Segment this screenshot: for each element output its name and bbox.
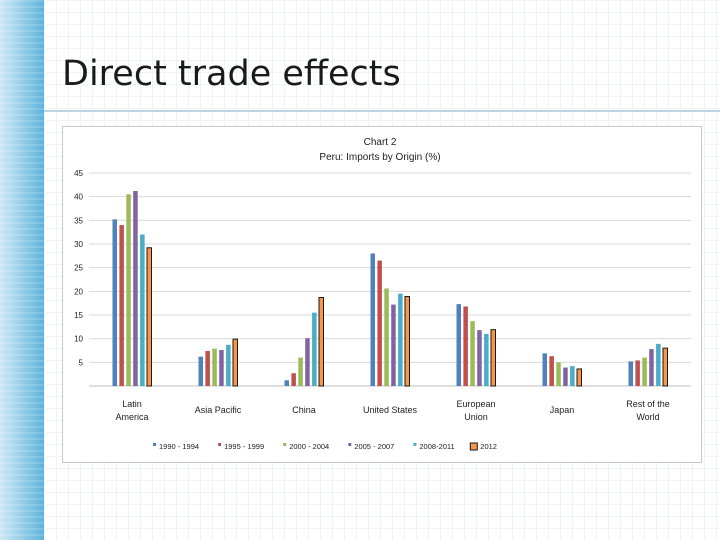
bar <box>477 330 482 386</box>
bar <box>570 366 575 386</box>
bar <box>126 194 131 386</box>
legend-label: 2012 <box>480 442 497 451</box>
x-tick-label: Asia Pacific <box>195 405 242 415</box>
y-tick-label: 5 <box>79 358 84 367</box>
bar <box>391 304 396 386</box>
bar <box>576 368 582 387</box>
bar <box>298 357 303 386</box>
legend-label: 1990 - 1994 <box>159 442 199 451</box>
y-axis-labels: 5 10 15 20 25 30 35 40 45 <box>74 169 83 367</box>
y-tick-label: 10 <box>74 335 83 344</box>
bar <box>628 361 633 386</box>
bar <box>305 338 310 386</box>
bar <box>284 380 289 386</box>
bar <box>232 338 238 387</box>
bar <box>490 329 496 387</box>
y-tick-label: 20 <box>74 287 83 296</box>
bar <box>404 296 410 387</box>
chart-title: Chart 2 <box>364 137 397 148</box>
legend-swatch <box>348 443 352 446</box>
bar <box>563 367 568 386</box>
bar <box>370 253 375 386</box>
bar <box>226 344 231 386</box>
y-tick-label: 30 <box>74 240 83 249</box>
bar <box>377 260 382 386</box>
bar <box>205 350 210 386</box>
x-tick-label: World <box>636 412 659 422</box>
bar <box>635 360 640 386</box>
bar <box>542 353 547 386</box>
legend-swatch <box>153 443 156 446</box>
y-tick-label: 15 <box>74 311 83 320</box>
legend-label: 2000 - 2004 <box>289 442 329 451</box>
bar <box>112 219 117 386</box>
bar <box>133 190 138 386</box>
bar <box>198 356 203 386</box>
x-axis-labels: Latin America Asia Pacific China United Stat… <box>115 399 669 422</box>
bar <box>146 247 152 387</box>
x-tick-label: Latin <box>122 399 142 409</box>
chart-legend: 1990 - 1994 1995 - 1999 2000 - 2004 2005 - … <box>153 442 497 451</box>
bar <box>219 350 224 386</box>
x-tick-label: Japan <box>550 405 575 415</box>
bar <box>212 348 217 386</box>
bar <box>119 225 124 386</box>
legend-swatch <box>283 443 287 446</box>
decorative-side-stripe <box>0 0 44 540</box>
x-tick-label: European <box>456 399 495 409</box>
x-tick-label: Union <box>464 412 488 422</box>
chart-subtitle: Peru: Imports by Origin (%) <box>319 152 440 163</box>
bar <box>291 373 296 386</box>
bar <box>470 321 475 386</box>
x-tick-label: America <box>115 412 148 422</box>
legend-swatch <box>218 443 222 446</box>
bar <box>656 343 661 386</box>
bar <box>642 357 647 386</box>
title-divider <box>44 110 720 112</box>
x-tick-label: Rest of the <box>626 399 670 409</box>
y-tick-label: 35 <box>74 216 83 225</box>
bar <box>140 234 145 386</box>
bar <box>312 312 317 386</box>
legend-label: 2005 - 2007 <box>354 442 394 451</box>
x-tick-label: China <box>292 405 316 415</box>
legend-label: 1995 - 1999 <box>224 442 264 451</box>
bar <box>549 356 554 386</box>
legend-label: 2008-2011 <box>419 442 454 451</box>
y-tick-label: 45 <box>74 169 83 178</box>
bar <box>318 296 324 387</box>
bar <box>649 349 654 386</box>
legend-swatch <box>413 443 417 446</box>
slide-title: Direct trade effects <box>62 54 401 94</box>
y-tick-label: 40 <box>74 193 83 202</box>
bar <box>398 293 403 386</box>
bar <box>662 347 668 387</box>
legend-swatch <box>469 442 478 451</box>
bar <box>484 333 489 386</box>
bar <box>556 362 561 386</box>
y-tick-label: 25 <box>74 264 83 273</box>
chart-grid <box>89 172 691 387</box>
bar <box>384 288 389 386</box>
bar <box>463 306 468 386</box>
chart-frame: Chart 2 Peru: Imports by Origin (%) 5 10 1… <box>62 126 702 463</box>
chart-bars <box>112 190 668 387</box>
bar <box>456 304 461 386</box>
x-tick-label: United States <box>363 405 418 415</box>
bar-chart: Chart 2 Peru: Imports by Origin (%) 5 10 1… <box>74 137 691 451</box>
